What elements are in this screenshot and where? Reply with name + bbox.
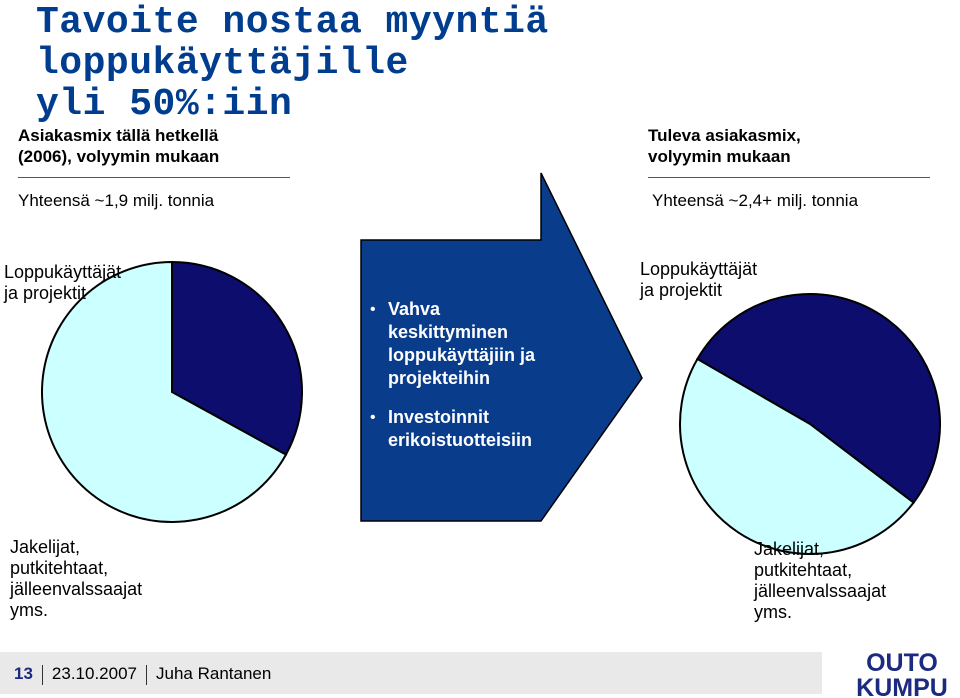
pie-chart-future-mix [679,293,942,555]
left-column-header: Asiakasmix tällä hetkellä (2006), volyym… [18,125,219,167]
bullet-dot: • [370,409,376,426]
right-pie-label-distributors: Jakelijat, putkitehtaat, jälleenvalssaaj… [754,539,886,623]
slide-title: Tavoite nostaa myyntiä loppukäyttäjille … [36,2,936,125]
left-label-bottom-line-1: Jakelijat, [10,537,81,557]
left-label-bottom-line-2: putkitehtaat, [10,558,109,578]
bullet1-line-3: loppukäyttäjiin ja [388,345,536,365]
bullet-dot: • [370,301,376,318]
left-pie-label-end-users: Loppukäyttäjät ja projektit [4,262,121,304]
bullet2-line-1: Investoinnit [388,407,490,427]
arrow-shape [360,172,643,522]
right-pie-label-end-users: Loppukäyttäjät ja projektit [640,259,757,301]
bullet2-line-2: erikoistuotteisiin [388,430,533,450]
right-label-bottom-line-4: yms. [754,602,792,622]
left-header-line-2: (2006), volyymin mukaan [18,147,220,166]
right-label-top-line-1: Loppukäyttäjät [640,259,758,279]
left-total: Yhteensä ~1,9 milj. tonnia [18,191,215,210]
arrow-body [360,172,643,522]
right-header-line-1: Tuleva asiakasmix, [648,126,801,145]
footer-separator [146,664,148,685]
right-pie-slice-distributors [679,357,915,555]
right-label-top-line-2: ja projektit [640,280,723,300]
left-pie-slice-distributors [41,260,288,523]
bullet-focus-end-users: • Vahva keskittyminen loppukäyttäjiin ja… [366,298,586,390]
left-header-rule [18,177,290,178]
title-line-1: Tavoite nostaa myyntiä loppukäyttäjille [36,1,549,85]
page-number: 13 [14,664,33,683]
left-label-bottom-line-4: yms. [10,600,48,620]
title-line-2: yli 50%:iin [36,83,293,126]
right-header-rule [648,177,930,178]
logo-text-line-2: KUMPU [856,674,948,698]
outokumpu-logo: OUTO KUMPU [856,649,948,698]
footer-bar [0,652,822,694]
right-header-line-2: volyymin mukaan [648,147,791,166]
pie-chart-current-mix [41,260,304,523]
right-label-bottom-line-2: putkitehtaat, [754,560,853,580]
left-header-line-1: Asiakasmix tällä hetkellä [18,126,219,145]
bullet-investments: • Investoinnit erikoistuotteisiin [366,406,586,452]
footer-author: Juha Rantanen [156,664,272,683]
logo-text-line-1: OUTO [866,649,938,677]
right-pie-slice-end-users [696,293,942,505]
footer: 13 23.10.2007 Juha Rantanen [14,664,271,685]
arrow-bullet-list: • Vahva keskittyminen loppukäyttäjiin ja… [366,298,586,466]
right-total: Yhteensä ~2,4+ milj. tonnia [652,191,859,210]
footer-separator [41,664,43,685]
left-pie-slice-end-users [171,260,304,456]
right-column-header: Tuleva asiakasmix, volyymin mukaan [648,125,801,167]
bullet1-line-2: keskittyminen [388,322,509,342]
right-label-bottom-line-1: Jakelijat, [754,539,825,559]
left-label-top-line-1: Loppukäyttäjät [4,262,122,282]
bullet1-line-1: Vahva [388,299,441,319]
left-label-bottom-line-3: jälleenvalssaajat [10,579,143,599]
footer-date: 23.10.2007 [51,664,138,683]
left-label-top-line-2: ja projektit [4,283,87,303]
right-label-bottom-line-3: jälleenvalssaajat [754,581,887,601]
left-pie-label-distributors: Jakelijat, putkitehtaat, jälleenvalssaaj… [10,537,142,621]
bullet1-line-4: projekteihin [388,368,491,388]
